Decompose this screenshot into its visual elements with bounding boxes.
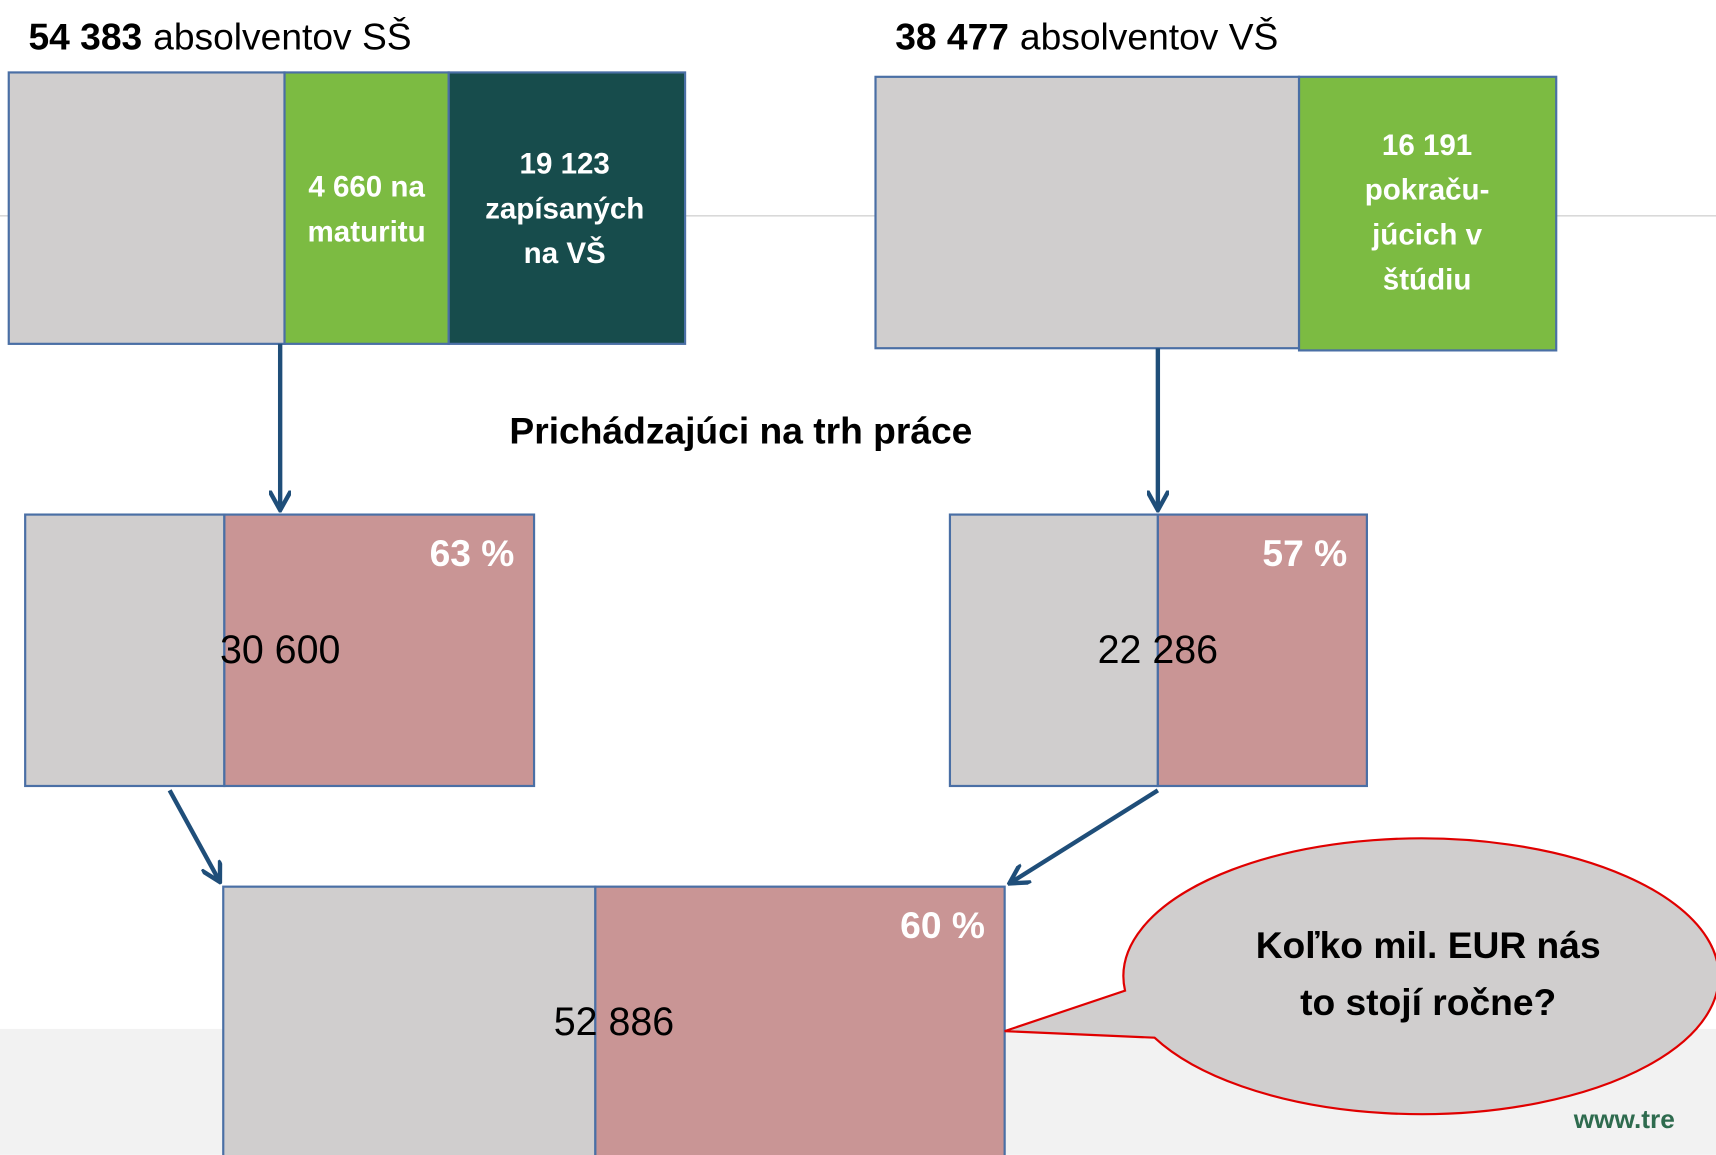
percent: 63 % bbox=[430, 532, 515, 574]
box-label: 16 191 pokraču-júcich v štúdiu bbox=[1365, 129, 1490, 297]
heading: 38 477 absolventov VŠ bbox=[895, 15, 1278, 57]
box bbox=[283, 71, 450, 345]
box bbox=[24, 513, 226, 788]
box bbox=[7, 71, 286, 345]
box bbox=[874, 75, 1301, 350]
arrow bbox=[1011, 788, 1160, 882]
callout bbox=[1004, 837, 1716, 1116]
top-left-group bbox=[7, 71, 1558, 1155]
arrow bbox=[167, 789, 219, 880]
heading: 54 383 absolventov SŠ bbox=[28, 15, 411, 57]
box bbox=[1156, 513, 1368, 788]
arrows bbox=[167, 343, 1160, 882]
box-label: 4 660 na maturitu bbox=[308, 170, 426, 248]
box-label: 19 123 zapísaných na VŠ bbox=[485, 147, 644, 270]
callout-text: Koľko mil. EUR nás to stojí ročne? bbox=[1256, 924, 1601, 1023]
count: 30 600 bbox=[220, 628, 340, 672]
box bbox=[447, 71, 687, 345]
box bbox=[222, 885, 597, 1155]
count: 22 286 bbox=[1098, 628, 1218, 672]
footer-url: www.tre bbox=[1573, 1104, 1675, 1134]
percent: 60 % bbox=[900, 904, 985, 946]
count: 52 886 bbox=[554, 1000, 674, 1044]
subtitle: Prichádzajúci na trh práce bbox=[509, 409, 972, 451]
box bbox=[1297, 75, 1558, 352]
box bbox=[223, 513, 536, 788]
box bbox=[594, 885, 1006, 1155]
percent: 57 % bbox=[1262, 532, 1347, 574]
